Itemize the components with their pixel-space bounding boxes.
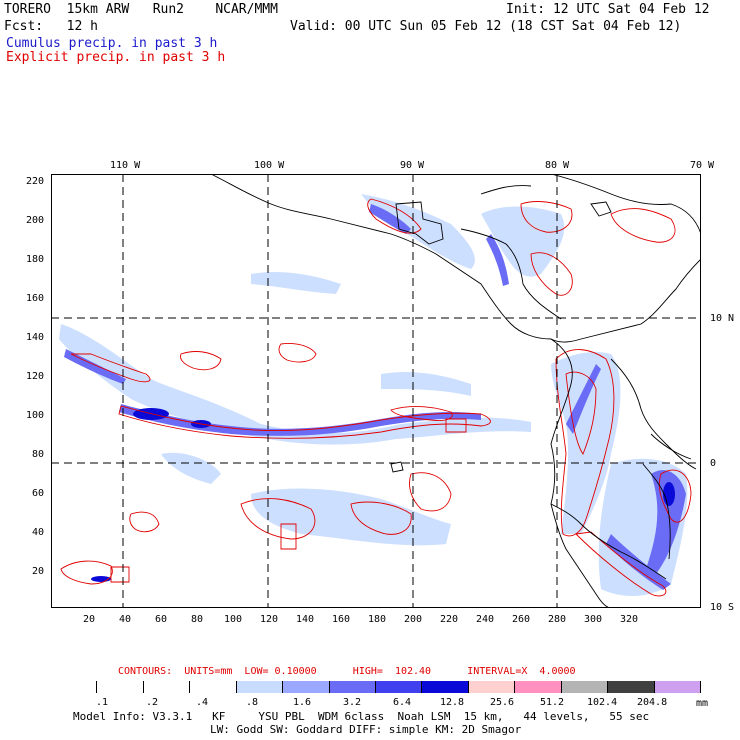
x-tick: 20 — [83, 614, 96, 625]
y-tick: 120 — [26, 371, 45, 382]
lat-label-0: 0 — [710, 458, 717, 469]
colorbar-label: 25.6 — [489, 697, 515, 708]
y-tick: 160 — [26, 293, 45, 304]
colorbar-cell — [329, 681, 376, 693]
colorbar-label: 204.8 — [637, 697, 668, 708]
colorbar-cell — [190, 681, 237, 693]
lon-label-80w: 80 W — [545, 160, 570, 171]
colorbar-cell — [376, 681, 423, 693]
lat-lon-grid — [51, 174, 701, 608]
y-tick: 140 — [26, 332, 45, 343]
valid-time: Valid: 00 UTC Sun 05 Feb 12 (18 CST Sat … — [290, 19, 682, 34]
colorbar-cell — [468, 681, 516, 693]
y-tick: 60 — [32, 488, 45, 499]
init-time: Init: 12 UTC Sat 04 Feb 12 — [506, 2, 710, 17]
colorbar-unit: mm — [696, 698, 709, 709]
y-tick: 80 — [32, 449, 45, 460]
colorbar-cell — [283, 681, 330, 693]
x-tick: 280 — [548, 614, 567, 625]
x-tick: 120 — [260, 614, 279, 625]
colorbar-cell — [422, 681, 469, 693]
colorbar-cell — [654, 681, 701, 693]
x-tick: 80 — [191, 614, 204, 625]
cumulus-legend: Cumulus precip. in past 3 h — [6, 36, 218, 51]
colorbar-label: 12.8 — [439, 697, 465, 708]
colorbar-label: .8 — [245, 697, 259, 708]
lon-label-70w: 70 W — [690, 160, 715, 171]
contour-info: CONTOURS: UNITS=mm LOW= 0.10000 HIGH= 10… — [118, 666, 576, 677]
lon-label-110w: 110 W — [110, 160, 141, 171]
precipitation-map — [51, 174, 701, 608]
lon-label-100w: 100 W — [254, 160, 285, 171]
y-tick: 100 — [26, 410, 45, 421]
colorbar-label: .1 — [95, 697, 109, 708]
x-tick: 160 — [332, 614, 351, 625]
x-tick: 320 — [620, 614, 639, 625]
x-tick: 140 — [296, 614, 315, 625]
colorbar-label: .4 — [195, 697, 209, 708]
colorbar-cell — [97, 681, 144, 693]
explicit-legend: Explicit precip. in past 3 h — [6, 50, 226, 65]
x-tick: 180 — [368, 614, 387, 625]
colorbar-cell — [51, 681, 98, 693]
colorbar-label: 1.6 — [292, 697, 312, 708]
x-tick: 100 — [224, 614, 243, 625]
x-tick: 300 — [584, 614, 603, 625]
y-tick: 20 — [32, 566, 45, 577]
y-tick: 220 — [26, 176, 45, 187]
lat-label-10s: 10 S — [710, 602, 735, 613]
forecast-hour: Fcst: 12 h — [4, 19, 98, 34]
lat-label-10n: 10 N — [710, 313, 735, 324]
colorbar-label: 3.2 — [342, 697, 362, 708]
x-tick: 260 — [512, 614, 531, 625]
colorbar-label: 102.4 — [587, 697, 618, 708]
lon-label-90w: 90 W — [400, 160, 425, 171]
model-info: Model Info: V3.3.1 KF YSU PBL WDM 6class… — [73, 710, 650, 723]
map-frame — [51, 174, 701, 608]
explicit-precip-contours — [60, 198, 692, 597]
x-tick: 200 — [404, 614, 423, 625]
y-tick: 40 — [32, 527, 45, 538]
colorbar-cell — [561, 681, 609, 693]
colorbar-cell — [515, 681, 562, 693]
coastlines — [210, 174, 701, 608]
y-tick: 180 — [26, 254, 45, 265]
colorbar-cell — [236, 681, 284, 693]
colorbar-cell — [143, 681, 191, 693]
y-tick: 200 — [26, 215, 45, 226]
physics-info: LW: Godd SW: Goddard DIFF: simple KM: 2D… — [210, 723, 522, 736]
x-tick: 40 — [119, 614, 132, 625]
model-title: TORERO 15km ARW Run2 NCAR/MMM — [4, 2, 278, 17]
x-tick: 220 — [440, 614, 459, 625]
x-tick: 60 — [155, 614, 168, 625]
x-tick: 240 — [476, 614, 495, 625]
colorbar-label: .2 — [145, 697, 159, 708]
colorbar-label: 6.4 — [392, 697, 412, 708]
colorbar-label: 51.2 — [539, 697, 565, 708]
colorbar-cell — [608, 681, 655, 693]
